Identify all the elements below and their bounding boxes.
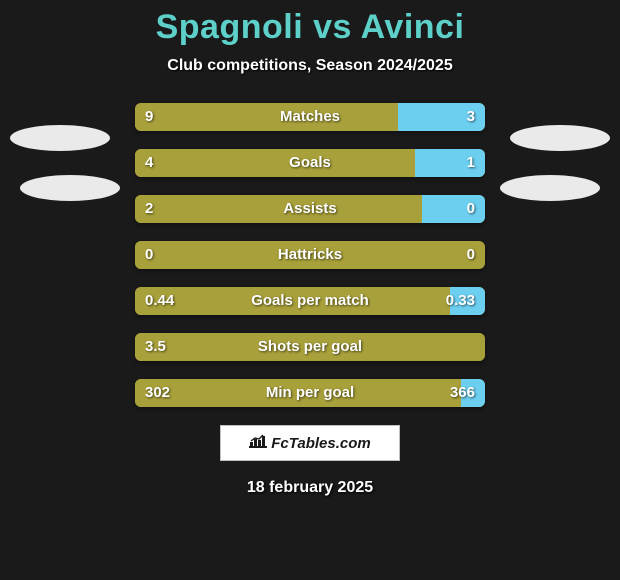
- stat-value-right: 0.33: [446, 287, 475, 315]
- player2-name: Avinci: [361, 8, 465, 46]
- comparison-title: Spagnoli vs Avinci: [0, 0, 620, 47]
- stat-row: 0Hattricks0: [135, 241, 485, 269]
- stat-row: 302Min per goal366: [135, 379, 485, 407]
- stat-value-right: 3: [467, 103, 475, 131]
- stat-value-right: 1: [467, 149, 475, 177]
- club-badge-placeholder: [510, 125, 610, 151]
- stat-label: Goals per match: [135, 287, 485, 315]
- subtitle: Club competitions, Season 2024/2025: [0, 57, 620, 75]
- stat-label: Shots per goal: [135, 333, 485, 361]
- stat-label: Goals: [135, 149, 485, 177]
- stat-value-right: 0: [467, 241, 475, 269]
- stat-row: 4Goals1: [135, 149, 485, 177]
- club-badge-placeholder: [10, 125, 110, 151]
- stat-row: 3.5Shots per goal: [135, 333, 485, 361]
- stat-value-right: 0: [467, 195, 475, 223]
- club-badge-placeholder: [500, 175, 600, 201]
- date-label: 18 february 2025: [0, 479, 620, 497]
- stat-label: Assists: [135, 195, 485, 223]
- brand-text: FcTables.com: [271, 435, 370, 452]
- stat-label: Matches: [135, 103, 485, 131]
- stat-row: 9Matches3: [135, 103, 485, 131]
- chart-icon: [249, 426, 267, 462]
- stat-row: 0.44Goals per match0.33: [135, 287, 485, 315]
- stats-bars: 9Matches34Goals12Assists00Hattricks00.44…: [135, 103, 485, 407]
- stat-label: Min per goal: [135, 379, 485, 407]
- vs-separator: vs: [313, 8, 352, 46]
- stat-label: Hattricks: [135, 241, 485, 269]
- stat-value-right: 366: [450, 379, 475, 407]
- brand-box[interactable]: FcTables.com: [220, 425, 400, 461]
- stat-row: 2Assists0: [135, 195, 485, 223]
- player1-name: Spagnoli: [156, 8, 304, 46]
- club-badge-placeholder: [20, 175, 120, 201]
